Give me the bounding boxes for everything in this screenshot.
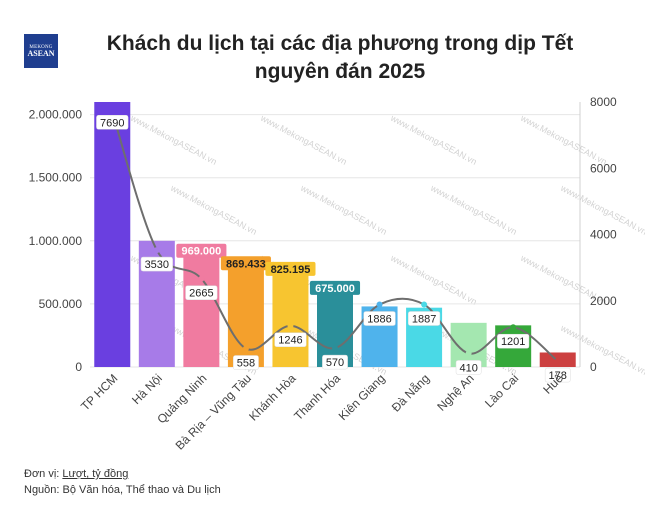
line-value-label: 570 bbox=[326, 357, 344, 369]
category-label: Lào Cai bbox=[482, 371, 521, 410]
chart-title: Khách du lịch tại các địa phương trong d… bbox=[106, 32, 574, 83]
unit-note: Đơn vị: Lượt, tỷ đồng bbox=[24, 468, 128, 480]
right-axis-tick-label: 2000 bbox=[590, 294, 617, 308]
category-label: TP HCM bbox=[78, 371, 120, 413]
left-axis-tick-label: 1.500.000 bbox=[29, 171, 83, 185]
line-label-bg bbox=[274, 332, 307, 347]
bar bbox=[94, 102, 131, 367]
bar-label-bg bbox=[220, 256, 271, 271]
line-label-bg bbox=[233, 355, 259, 370]
bar bbox=[272, 262, 309, 367]
line-point bbox=[554, 358, 561, 365]
line-point bbox=[198, 275, 205, 282]
line-point bbox=[465, 350, 472, 357]
category-label: Hà Nội bbox=[129, 371, 165, 407]
watermark-text: www.MekongASEAN.vn bbox=[298, 182, 388, 236]
logo-line-2: ASEAN bbox=[27, 48, 55, 58]
category-label: Kiên Giang bbox=[336, 371, 388, 423]
right-axis-tick-label: 0 bbox=[590, 360, 597, 374]
category-label: Nghệ An bbox=[434, 371, 476, 413]
left-axis-tick-label: 1.000.000 bbox=[29, 234, 83, 248]
line-label-bg bbox=[544, 367, 571, 383]
bar-label-bg bbox=[309, 280, 361, 295]
bar-value-label: 969.000 bbox=[181, 246, 221, 258]
watermark-text: www.MekongASEAN.vn bbox=[168, 182, 258, 236]
line-label-bg bbox=[497, 333, 530, 349]
watermark-text: www.MekongASEAN.vn bbox=[388, 112, 478, 166]
category-label: Bà Rịa – Vũng Tàu bbox=[173, 371, 254, 452]
line-value-label: 1201 bbox=[501, 336, 525, 348]
bar-label-bg bbox=[265, 261, 316, 276]
bar bbox=[183, 244, 220, 367]
left-axis-tick-label: 500.000 bbox=[39, 297, 83, 311]
bar-value-label: 825.195 bbox=[271, 264, 311, 276]
line-value-label: 558 bbox=[237, 358, 255, 370]
brand-logo: MEKONG ASEAN bbox=[24, 34, 58, 68]
line-point bbox=[376, 301, 383, 308]
watermark-text: www.MekongASEAN.vn bbox=[558, 322, 645, 376]
category-label: Khánh Hòa bbox=[246, 371, 299, 424]
line-value-label: 1887 bbox=[412, 313, 436, 325]
line-value-label: 7690 bbox=[100, 117, 124, 129]
line-label-bg bbox=[408, 311, 441, 326]
category-label: Đà Nẵng bbox=[388, 371, 432, 415]
bar-value-label: 869.433 bbox=[226, 258, 266, 270]
right-axis-tick-label: 8000 bbox=[590, 95, 617, 109]
unit-prefix: Đơn vị: bbox=[24, 468, 63, 480]
line-label-bg bbox=[140, 256, 173, 272]
line-point bbox=[109, 109, 116, 116]
line-point bbox=[242, 345, 249, 352]
line-label-bg bbox=[322, 354, 348, 370]
line-value-label: 1246 bbox=[278, 335, 302, 347]
watermark-text: www.MekongASEAN.vn bbox=[428, 182, 518, 236]
logo-line-1: MEKONG bbox=[29, 44, 53, 50]
watermark-text: www.MekongASEAN.vn bbox=[128, 112, 218, 166]
line-point bbox=[153, 247, 160, 254]
unit-value: Lượt, tỷ đồng bbox=[62, 468, 129, 480]
watermark-text: www.MekongASEAN.vn bbox=[258, 112, 348, 166]
line-label-bg bbox=[363, 311, 396, 326]
right-axis-tick-label: 6000 bbox=[590, 161, 617, 175]
line-point bbox=[510, 324, 517, 331]
source-note: Nguồn: Bộ Văn hóa, Thể thao và Du lịch bbox=[24, 484, 221, 496]
line-label-bg bbox=[185, 285, 218, 300]
line-value-label: 178 bbox=[549, 370, 567, 382]
bar bbox=[317, 281, 353, 367]
category-label: Thanh Hóa bbox=[291, 371, 343, 423]
bar-label-bg bbox=[176, 243, 227, 258]
left-axis-tick-label: 0 bbox=[75, 360, 82, 374]
bar-value-label: 675.000 bbox=[315, 283, 355, 295]
line-value-label: 3530 bbox=[145, 259, 169, 271]
line-value-label: 1886 bbox=[367, 314, 391, 326]
line-label-bg bbox=[96, 115, 129, 130]
line-point bbox=[332, 345, 338, 352]
line-value-label: 2665 bbox=[189, 288, 213, 300]
right-axis-tick-label: 4000 bbox=[590, 228, 617, 242]
left-axis-tick-label: 2.000.000 bbox=[29, 108, 83, 122]
line-value-label: 410 bbox=[459, 362, 477, 374]
line-point bbox=[421, 301, 428, 308]
line-label-bg bbox=[455, 360, 482, 375]
line-point bbox=[287, 322, 294, 329]
watermark-text: www.MekongASEAN.vn bbox=[518, 112, 608, 166]
